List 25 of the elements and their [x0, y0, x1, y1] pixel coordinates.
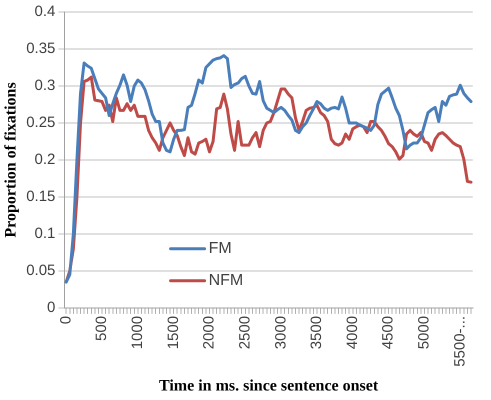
x-tick-label: 1500: [164, 316, 182, 350]
x-tick-label: 0: [57, 316, 74, 324]
x-tick-label: 2000: [200, 316, 218, 350]
y-tick-label: 0.2: [34, 151, 56, 168]
x-tick-label: 4500: [380, 316, 397, 350]
x-tick-label: 2500: [236, 316, 254, 350]
legend-label: NFM: [208, 272, 244, 290]
x-tick-label: 1000: [128, 316, 146, 350]
legend-label: FM: [208, 240, 232, 258]
x-tick-label: 500: [93, 316, 110, 341]
y-tick-label: 0.05: [26, 262, 56, 280]
x-tick-label: 3500: [308, 316, 326, 350]
x-tick-label: 3000: [272, 316, 290, 350]
y-tick-label: 0.25: [26, 114, 56, 132]
y-axis-title: Proportion of fixations: [2, 82, 20, 238]
x-tick-label: 4000: [344, 316, 361, 350]
y-tick-label: 0.35: [26, 40, 56, 58]
x-axis-title: Time in ms. since sentence onset: [158, 378, 379, 395]
x-tick-label: 5000: [416, 316, 433, 350]
y-tick-label: 0.3: [34, 77, 56, 94]
y-tick-label: 0.15: [26, 188, 56, 206]
y-tick-label: 0.1: [34, 225, 56, 242]
y-tick-label: 0: [47, 299, 56, 316]
y-tick-label: 0.4: [34, 3, 56, 20]
x-tick-label: 5500-...: [451, 316, 468, 367]
